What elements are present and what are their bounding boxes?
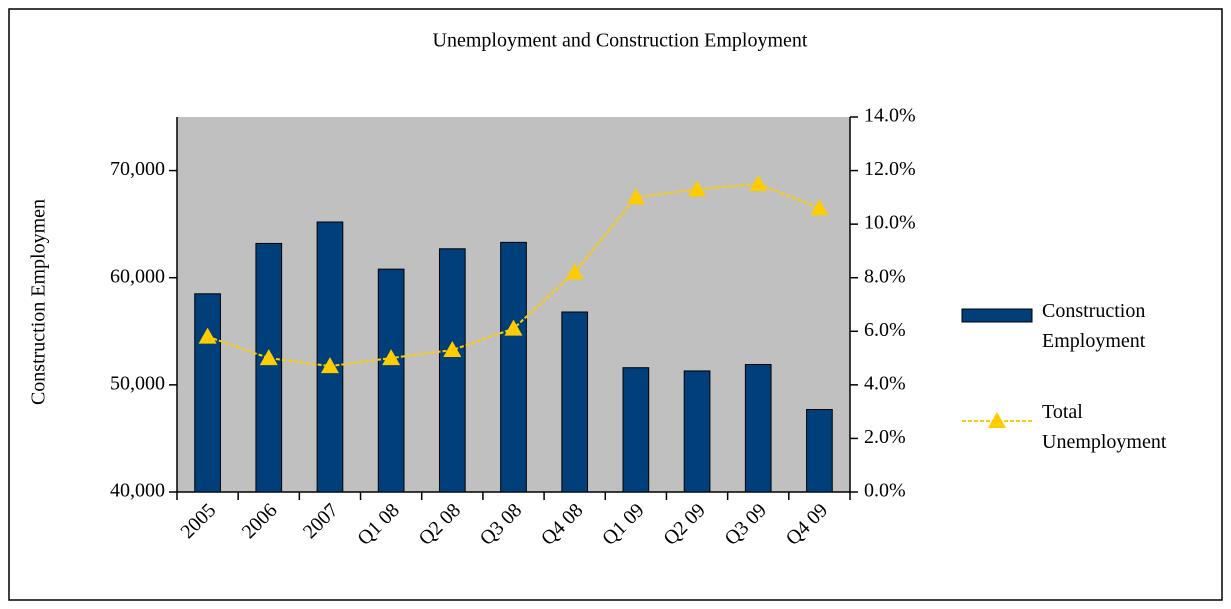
y2-tick-label: 12.0% bbox=[864, 158, 916, 180]
marker bbox=[565, 263, 584, 280]
y-tick-label: 70,000 bbox=[110, 158, 165, 180]
marker bbox=[626, 188, 645, 205]
marker bbox=[382, 349, 401, 366]
y2-tick-label: 8.0% bbox=[864, 265, 906, 287]
y2-tick-label: 10.0% bbox=[864, 212, 916, 234]
chart-title: Unemployment and Construction Employment bbox=[433, 30, 808, 52]
y2-tick-label: 4.0% bbox=[864, 372, 906, 394]
marker bbox=[749, 174, 768, 191]
y2-tick-label: 0.0% bbox=[864, 480, 906, 502]
bar bbox=[316, 221, 344, 493]
y-tick-label: 60,000 bbox=[110, 265, 165, 287]
y-tick-label: 50,000 bbox=[110, 372, 165, 394]
bar bbox=[500, 241, 527, 493]
y-tick-label: 40,000 bbox=[110, 480, 165, 502]
marker bbox=[443, 341, 462, 358]
bar bbox=[255, 242, 283, 493]
bar bbox=[438, 248, 466, 493]
bar bbox=[377, 268, 405, 493]
bar bbox=[194, 293, 221, 493]
legend-swatch bbox=[961, 308, 1033, 323]
marker bbox=[504, 319, 523, 336]
legend-label: Total Unemployment bbox=[1042, 401, 1167, 453]
bar bbox=[683, 370, 711, 493]
y-axis-label: Construction Employmen bbox=[28, 199, 50, 405]
y2-tick-label: 14.0% bbox=[864, 105, 916, 127]
marker bbox=[810, 199, 829, 216]
marker bbox=[198, 327, 217, 344]
bar bbox=[561, 311, 589, 493]
bar bbox=[806, 409, 833, 493]
bar bbox=[622, 367, 650, 493]
legend-swatch bbox=[988, 412, 1006, 428]
legend-label: Construction Employment bbox=[1042, 300, 1146, 352]
bar bbox=[744, 364, 772, 493]
marker bbox=[320, 357, 339, 374]
y2-tick-label: 6.0% bbox=[864, 319, 906, 341]
y2-tick-label: 2.0% bbox=[864, 426, 906, 448]
marker bbox=[688, 180, 707, 197]
marker bbox=[259, 349, 278, 366]
